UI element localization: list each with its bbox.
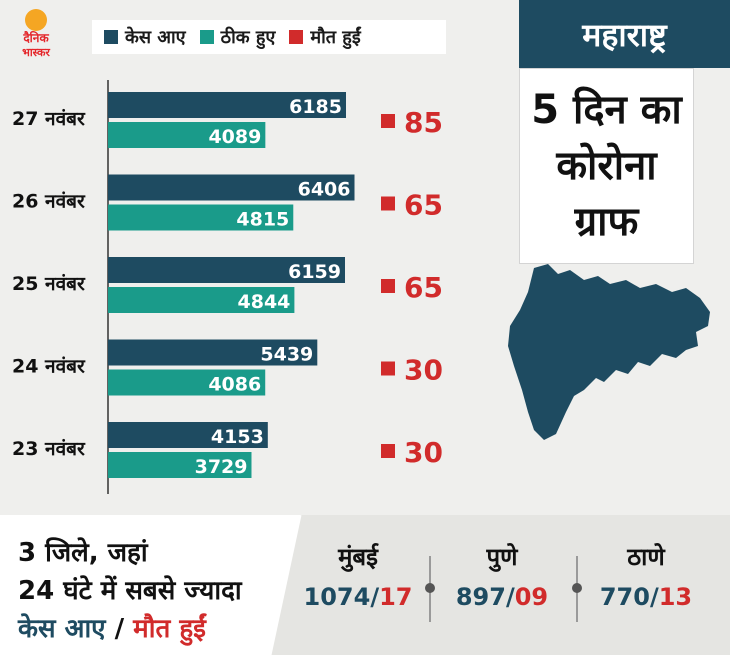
- death-value: 85: [404, 106, 443, 139]
- death-value: 65: [404, 189, 443, 222]
- city-deaths: 17: [379, 583, 413, 611]
- legend-label-recovered: ठीक हुए: [220, 27, 276, 48]
- legend-label-deaths: मौत हुईं: [310, 27, 361, 48]
- title-deaths-word: मौत हुईं: [133, 614, 206, 644]
- bar-label-cases: 6159: [288, 261, 341, 283]
- death-value: 65: [404, 271, 443, 304]
- city-thane: ठाणे 770/13: [576, 540, 716, 611]
- districts-stats-panel: [300, 515, 730, 655]
- city-values: 1074/17: [288, 583, 428, 611]
- death-value: 30: [404, 354, 443, 387]
- state-label-text: महाराष्ट्र: [582, 15, 667, 54]
- headline-line-1: 5 दिन का: [531, 87, 682, 133]
- districts-title-line-2: 24 घंटे में सबसे ज्यादा: [18, 576, 242, 606]
- bar-cases: [108, 422, 268, 448]
- bar-label-recovered: 3729: [195, 456, 248, 478]
- bar-cases: [108, 339, 318, 366]
- headline-line-3: ग्राफ: [574, 199, 639, 245]
- state-label: महाराष्ट्र: [519, 0, 730, 68]
- bar-label-cases: 6185: [289, 96, 342, 118]
- city-mumbai: मुंबई 1074/17: [288, 540, 428, 611]
- city-cases: 770: [599, 583, 650, 611]
- city-values: 897/09: [432, 583, 572, 611]
- bar-label-recovered: 4844: [238, 291, 291, 313]
- city-slash: /: [505, 583, 515, 611]
- city-slash: /: [370, 583, 380, 611]
- bar-recovered: [108, 287, 295, 313]
- death-value: 30: [404, 436, 443, 469]
- bar-cases: [108, 174, 355, 201]
- city-deaths: 09: [514, 583, 549, 611]
- headline-line-2: कोरोना: [556, 143, 657, 189]
- bar-recovered: [108, 204, 294, 231]
- city-pune: पुणे 897/09: [432, 540, 572, 611]
- city-name: पुणे: [486, 543, 518, 571]
- bar-label-recovered: 4089: [208, 126, 261, 148]
- city-deaths: 13: [658, 583, 693, 611]
- category-label: 27 नवंबर: [12, 108, 86, 130]
- city-separator-dot: [572, 583, 582, 593]
- bar-cases: [108, 257, 345, 283]
- districts-title-line-1: 3 जिले, जहां: [18, 538, 148, 568]
- city-separator-dot: [425, 583, 435, 593]
- legend-swatch-cases: [104, 30, 118, 44]
- category-label: 23 नवंबर: [12, 438, 86, 460]
- bar-recovered: [108, 122, 266, 148]
- death-marker: [381, 114, 395, 128]
- legend-label-cases: केस आए: [125, 27, 186, 48]
- city-name: ठाणे: [627, 543, 665, 571]
- bar-label-recovered: 4086: [208, 374, 261, 396]
- bar-label-cases: 6406: [298, 179, 351, 201]
- panel-diagonal-divider: [270, 515, 310, 655]
- city-cases: 897: [455, 583, 506, 611]
- city-cases: 1074: [303, 583, 371, 611]
- death-marker: [381, 279, 395, 293]
- city-name: मुंबई: [338, 543, 378, 571]
- category-label: 25 नवंबर: [12, 273, 86, 295]
- title-slash: /: [114, 614, 125, 644]
- legend-item-cases: केस आए: [104, 25, 186, 49]
- death-marker: [381, 361, 395, 376]
- svg-text:दैनिक: दैनिक: [22, 31, 49, 45]
- headline-box: 5 दिन का कोरोना ग्राफ: [519, 68, 694, 264]
- bar-label-cases: 4153: [211, 426, 264, 448]
- bar-chart: 27 नवंबर 6185 4089 85 26 नवंबर 6406 4815 65 25 न…: [12, 80, 443, 494]
- bar-recovered: [108, 369, 266, 396]
- city-slash: /: [649, 583, 659, 611]
- legend-item-recovered: ठीक हुए: [199, 25, 276, 49]
- chart-legend: केस आए ठीक हुए मौत हुईं: [92, 20, 446, 54]
- legend-item-deaths: मौत हुईं: [289, 25, 361, 49]
- dainik-bhaskar-logo: दैनिक भास्कर: [22, 9, 50, 59]
- maharashtra-map-icon: [508, 264, 710, 440]
- city-values: 770/13: [576, 583, 716, 611]
- bar-label-recovered: 4815: [236, 209, 289, 231]
- legend-swatch-deaths: [289, 30, 304, 44]
- bar-recovered: [108, 452, 252, 478]
- category-label: 24 नवंबर: [12, 356, 86, 378]
- death-marker: [381, 444, 395, 458]
- category-label: 26 नवंबर: [12, 191, 86, 213]
- bar-cases: [108, 92, 346, 118]
- top-districts-title-panel: 3 जिले, जहां 24 घंटे में सबसे ज्यादा केस…: [0, 515, 300, 655]
- title-cases-word: केस आए: [18, 614, 106, 644]
- svg-text:भास्कर: भास्कर: [22, 46, 50, 59]
- death-marker: [381, 196, 395, 211]
- legend-swatch-recovered: [199, 30, 214, 44]
- districts-title-line-3: केस आए / मौत हुईं: [18, 609, 206, 645]
- bar-label-cases: 5439: [260, 344, 313, 366]
